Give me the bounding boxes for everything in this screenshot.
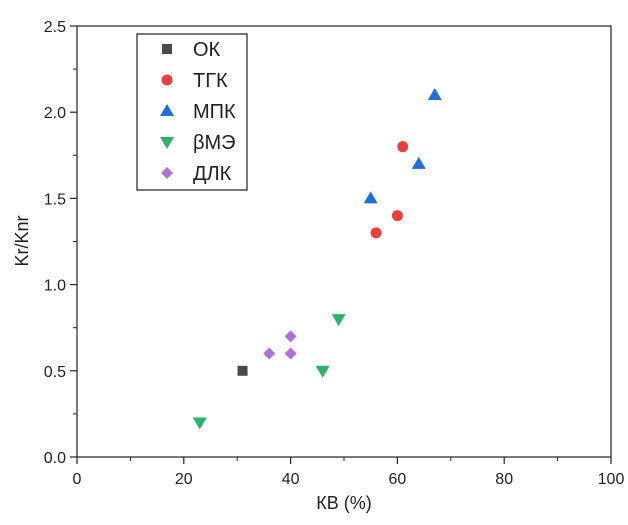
data-points xyxy=(192,87,442,430)
x-tick-label: 100 xyxy=(598,471,625,488)
y-tick-label: 0.0 xyxy=(44,450,66,467)
data-point xyxy=(284,330,297,343)
legend-label: βМЭ xyxy=(193,132,236,154)
x-tick-label: 0 xyxy=(73,471,82,488)
legend-label: МПК xyxy=(193,101,236,123)
data-point xyxy=(192,417,207,430)
data-point xyxy=(315,365,330,378)
data-point xyxy=(263,347,276,360)
data-point xyxy=(427,87,442,100)
data-point xyxy=(237,365,248,376)
legend-box xyxy=(136,33,248,191)
legend: ОК ТГК МПК βМЭ ДЛК xyxy=(136,33,248,191)
legend-label: ОК xyxy=(193,39,221,61)
data-point xyxy=(397,141,409,153)
y-tick-label: 2.5 xyxy=(44,19,66,36)
data-point xyxy=(411,156,426,169)
x-axis-ticks: 0 20 40 60 80 100 xyxy=(73,457,625,488)
y-tick-label: 1.5 xyxy=(44,191,66,208)
data-point xyxy=(284,347,297,360)
legend-marker xyxy=(160,104,174,116)
y-tick-label: 0.5 xyxy=(44,364,66,381)
legend-label: ТГК xyxy=(193,70,228,92)
legend-marker xyxy=(161,167,173,179)
y-tick-label: 1.0 xyxy=(44,278,66,295)
x-axis-title: КВ (%) xyxy=(316,493,372,513)
data-point xyxy=(370,227,382,239)
x-tick-label: 20 xyxy=(175,471,193,488)
legend-label: ДЛК xyxy=(193,163,232,185)
legend-marker xyxy=(162,44,172,54)
x-tick-label: 40 xyxy=(282,471,300,488)
y-axis-ticks: 0.0 0.5 1.0 1.5 2.0 2.5 xyxy=(44,19,77,467)
y-tick-label: 2.0 xyxy=(44,105,66,122)
y-axis-title: Kr/Knr xyxy=(12,215,32,266)
data-point xyxy=(391,210,403,222)
x-tick-label: 60 xyxy=(389,471,407,488)
legend-marker xyxy=(160,137,174,149)
data-point xyxy=(331,314,346,327)
legend-marker xyxy=(161,74,173,86)
x-tick-label: 80 xyxy=(495,471,513,488)
data-point xyxy=(363,191,378,204)
